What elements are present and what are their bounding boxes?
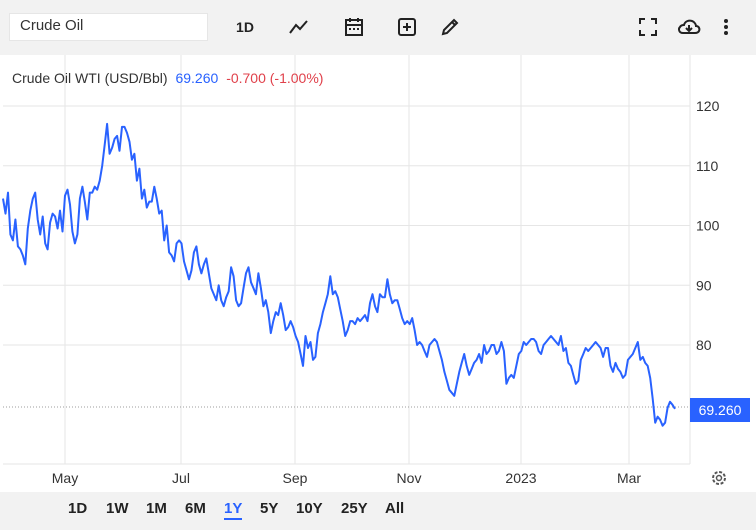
draw-pencil-icon[interactable] (438, 12, 462, 42)
legend-name: Crude Oil WTI (USD/Bbl) (12, 70, 168, 86)
y-tick-label: 100 (696, 218, 720, 234)
range-5y[interactable]: 5Y (260, 500, 279, 517)
x-tick-label: Nov (397, 470, 422, 486)
y-tick-label: 90 (696, 277, 712, 293)
x-tick-label: 2023 (505, 470, 536, 486)
range-25y[interactable]: 25Y (341, 500, 368, 517)
x-tick-label: Mar (617, 470, 641, 486)
chart-area[interactable]: 80 90 100 110 120 May Jul Sep Nov 2023 Mar 69.260 (0, 55, 756, 492)
fullscreen-icon[interactable] (636, 12, 660, 42)
range-10y[interactable]: 10Y (296, 500, 323, 517)
range-all[interactable]: All (385, 500, 405, 517)
x-tick-label: Sep (283, 470, 308, 486)
symbol-input[interactable]: Crude Oil (9, 13, 208, 41)
price-series-line (2, 122, 676, 427)
last-price-tag (690, 398, 750, 422)
calendar-icon[interactable] (342, 12, 366, 42)
settings-gear-icon[interactable] (709, 468, 729, 488)
range-1y[interactable]: 1Y (224, 500, 243, 520)
range-6m[interactable]: 6M (185, 500, 206, 517)
range-selector: 1D 1W 1M 6M 1Y 5Y 10Y 25Y All (0, 492, 756, 530)
y-tick-label: 120 (696, 98, 720, 114)
range-1w[interactable]: 1W (106, 500, 129, 517)
y-tick-label: 80 (696, 337, 712, 353)
range-1d[interactable]: 1D (68, 500, 88, 517)
interval-button[interactable]: 1D (236, 19, 254, 35)
more-vertical-icon[interactable] (716, 12, 736, 42)
legend-last-price: 69.260 (175, 70, 219, 86)
x-tick-label: May (52, 470, 78, 486)
legend-change: -0.700 (-1.00%) (226, 70, 324, 86)
line-chart-icon[interactable] (287, 12, 311, 42)
cloud-download-icon[interactable] (676, 12, 702, 42)
chart-legend: Crude Oil WTI (USD/Bbl) 69.260 -0.700 (-… (12, 70, 323, 86)
range-1m[interactable]: 1M (146, 500, 167, 517)
price-chart[interactable]: 80 90 100 110 120 May Jul Sep Nov 2023 Mar 69.260 (0, 55, 756, 492)
y-tick-label: 110 (696, 158, 719, 174)
last-price-label: 69.260 (699, 402, 742, 418)
toolbar: Crude Oil 1D (0, 0, 756, 55)
add-indicator-icon[interactable] (395, 12, 419, 42)
x-tick-label: Jul (172, 470, 190, 486)
